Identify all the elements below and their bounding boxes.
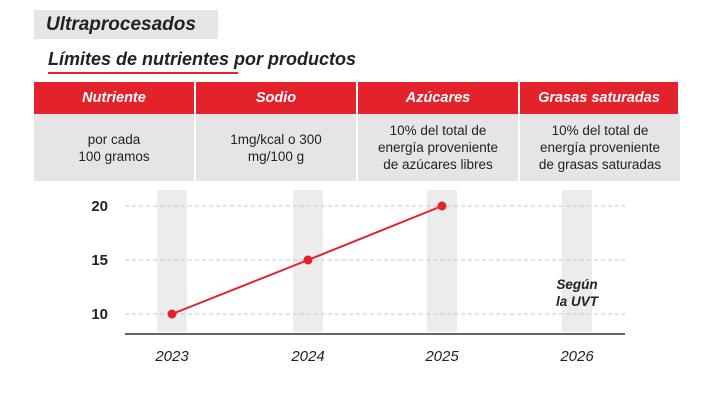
x-tick-2023: 2023	[154, 348, 189, 365]
y-tick-20: 20	[91, 198, 108, 215]
table-cell-grasas: 10% del total de energía proveniente de …	[520, 114, 680, 181]
annotation-line-1: la UVT	[556, 294, 600, 309]
line-chart: 10 15 20 2023 2024 2025 2026 Según la UVT	[91, 190, 625, 365]
data-point-2025	[437, 201, 447, 211]
x-tick-2024: 2024	[290, 348, 324, 365]
annotation-line-0: Según	[556, 277, 597, 292]
table-header-grasas: Grasas saturadas	[520, 82, 680, 114]
y-tick-labels: 10 15 20	[91, 198, 108, 323]
data-point-2023	[167, 309, 177, 319]
year-band-2025	[427, 190, 457, 332]
year-band-2023	[157, 190, 187, 332]
header-title: Ultraprocesados	[34, 10, 218, 39]
x-tick-2025: 2025	[424, 348, 459, 365]
chart-area: 10 15 20 2023 2024 2025 2026 Según la UVT	[0, 185, 720, 405]
x-tick-2026: 2026	[559, 348, 594, 365]
table-cell-azucares: 10% del total de energía proveniente de …	[358, 114, 520, 181]
table-header-azucares: Azúcares	[358, 82, 520, 114]
header-subtitle: Límites de nutrientes por productos	[48, 49, 357, 69]
y-tick-15: 15	[91, 252, 108, 269]
table-cell-nutriente: por cada 100 gramos	[34, 114, 196, 181]
year-bands	[157, 190, 592, 332]
year-band-2026	[562, 190, 592, 332]
data-points	[167, 201, 447, 319]
x-tick-labels: 2023 2024 2025 2026	[154, 348, 594, 365]
uvt-annotation: Según la UVT	[556, 277, 600, 309]
table-header-nutriente: Nutriente	[34, 82, 196, 114]
y-tick-10: 10	[91, 306, 108, 323]
table-cell-sodio: 1mg/kcal o 300 mg/100 g	[196, 114, 358, 181]
nutrient-table: Nutriente Sodio Azúcares Grasas saturada…	[34, 82, 680, 181]
table-header-sodio: Sodio	[196, 82, 358, 114]
subtitle-underline	[48, 72, 238, 74]
gridlines	[125, 205, 625, 315]
data-point-2024	[303, 255, 313, 265]
